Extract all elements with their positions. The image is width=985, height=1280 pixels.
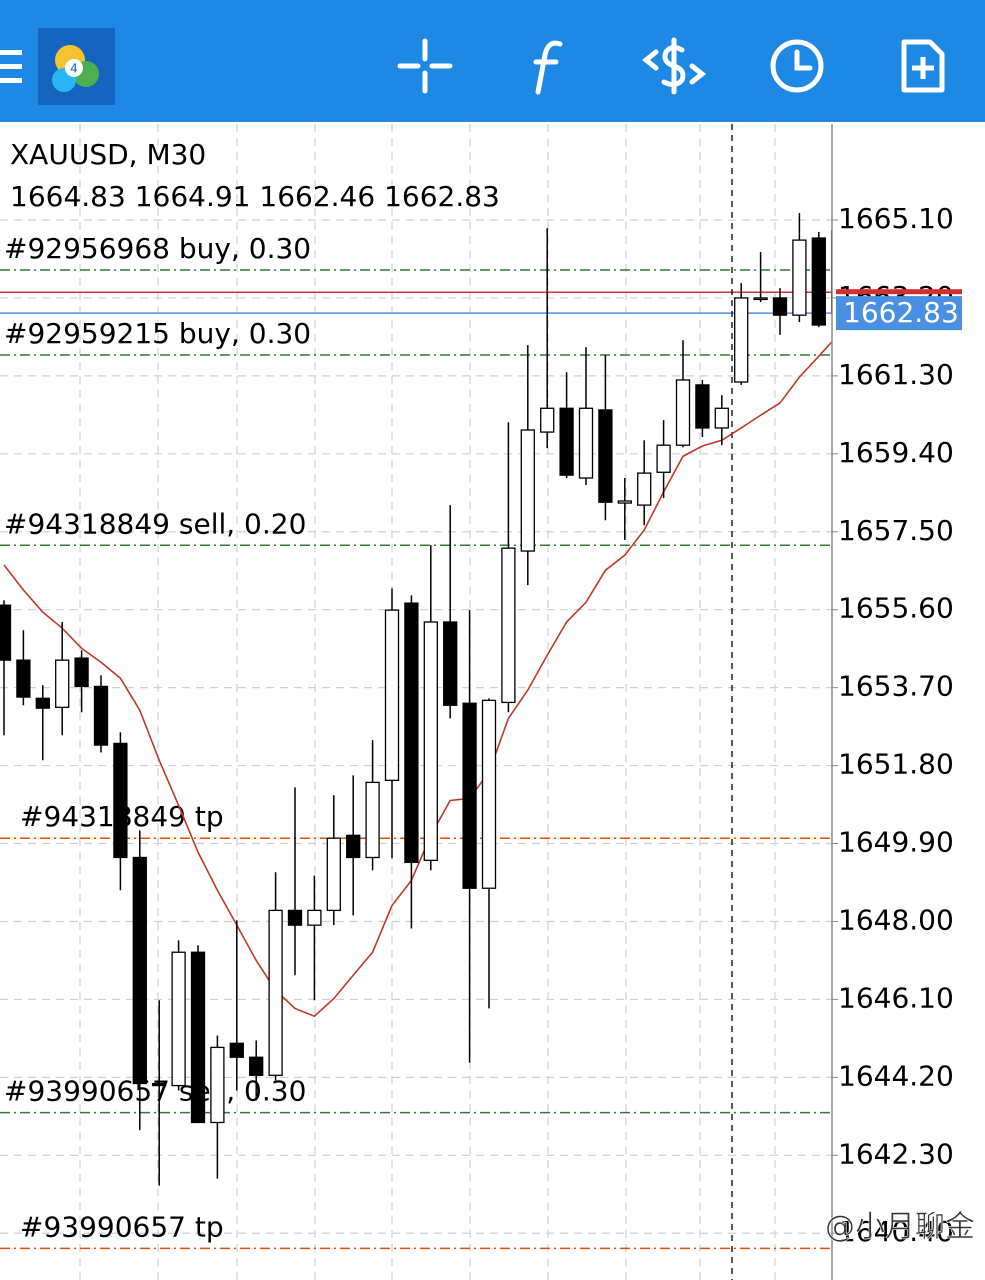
candle-body	[249, 1056, 264, 1076]
candle-body	[617, 500, 632, 504]
y-tick-label: 1661.30	[838, 358, 954, 391]
y-tick-label: 1640.40	[838, 1215, 954, 1248]
candle-body	[734, 297, 749, 383]
candle-body	[0, 604, 12, 661]
candle-body	[675, 379, 691, 446]
toolbar-bg	[0, 0, 985, 122]
y-tick-label: 1651.80	[838, 748, 954, 781]
candle-body	[772, 297, 788, 316]
candle-body	[811, 237, 826, 326]
y-tick-label: 1644.20	[838, 1059, 954, 1092]
order-label: #92956968 buy, 0.30	[4, 232, 311, 265]
candle-body	[637, 472, 652, 506]
price-marker: 1662.83	[836, 289, 962, 331]
menu-button[interactable]	[0, 50, 22, 83]
y-tick-label: 1648.00	[838, 903, 954, 936]
candle-body	[93, 685, 109, 746]
price-axis: 1665.101663.201661.301659.401657.501655.…	[832, 202, 954, 1248]
toolbar: 4	[0, 0, 985, 122]
candle-body	[481, 699, 497, 889]
history-button[interactable]	[770, 39, 824, 93]
candle-body	[152, 1082, 167, 1087]
svg-text:4: 4	[70, 62, 78, 76]
y-tick-label: 1665.10	[838, 202, 954, 235]
app-logo[interactable]: 4	[38, 28, 115, 105]
candle-body	[578, 407, 594, 479]
candles	[0, 213, 832, 1186]
candle-body	[501, 547, 516, 704]
y-tick-label: 1659.40	[838, 436, 954, 469]
candle-body	[326, 837, 341, 912]
candle-body	[229, 1042, 244, 1058]
candle-body	[346, 834, 361, 859]
candle-body	[520, 429, 535, 552]
ask-marker	[836, 289, 962, 295]
y-tick-label: 1649.90	[838, 826, 954, 859]
candle-body	[35, 697, 50, 709]
candle-body	[190, 951, 206, 1124]
bid-label: 1662.83	[843, 296, 959, 329]
candle-body	[753, 297, 768, 301]
candle-body	[287, 909, 303, 926]
candle-body	[210, 1046, 225, 1124]
candle-body	[792, 239, 807, 316]
candle-body	[384, 609, 400, 782]
order-label: #93990657 tp	[20, 1210, 224, 1243]
moving-average	[3, 340, 832, 1018]
trade-button[interactable]	[641, 37, 707, 95]
candle-body	[74, 657, 89, 688]
chart-title: XAUUSD, M30	[10, 138, 206, 171]
candle-body	[268, 909, 283, 1076]
candle-body	[171, 951, 186, 1087]
candle-body	[55, 659, 70, 708]
candle-body	[132, 856, 147, 1085]
new-order-button[interactable]	[901, 39, 945, 93]
candle-body	[16, 659, 31, 698]
y-tick-label: 1653.70	[838, 670, 954, 703]
grid	[0, 219, 832, 1234]
candle-body	[462, 702, 477, 889]
candle-body	[307, 909, 322, 926]
y-tick-label: 1646.10	[838, 981, 954, 1014]
y-tick-label: 1642.30	[838, 1137, 954, 1170]
y-tick-label: 1655.60	[838, 592, 954, 625]
ma-line	[3, 340, 832, 1018]
candle-body	[714, 407, 729, 429]
candle-body	[598, 409, 613, 503]
order-label: #94318849 sell, 0.20	[4, 507, 306, 540]
candle-body	[656, 444, 671, 473]
candle-body	[559, 407, 574, 476]
order-label: #93990657 sell, 0.30	[4, 1075, 306, 1108]
crosshair-button[interactable]	[397, 38, 453, 94]
y-tick-label: 1657.50	[838, 514, 954, 547]
candle-body	[365, 781, 380, 859]
candle-body	[443, 621, 458, 706]
bid-marker	[836, 296, 962, 331]
candle-body	[695, 384, 710, 429]
watermark: @小月聊金	[825, 1210, 975, 1245]
indicators-button[interactable]	[533, 40, 563, 95]
candle-body	[423, 621, 438, 861]
order-label: #92959215 buy, 0.30	[4, 317, 311, 350]
ohlc-header: 1664.83 1664.91 1662.46 1662.83	[10, 180, 500, 213]
candle-body	[113, 742, 128, 859]
candle-body	[404, 602, 419, 864]
candle-body	[540, 407, 555, 433]
